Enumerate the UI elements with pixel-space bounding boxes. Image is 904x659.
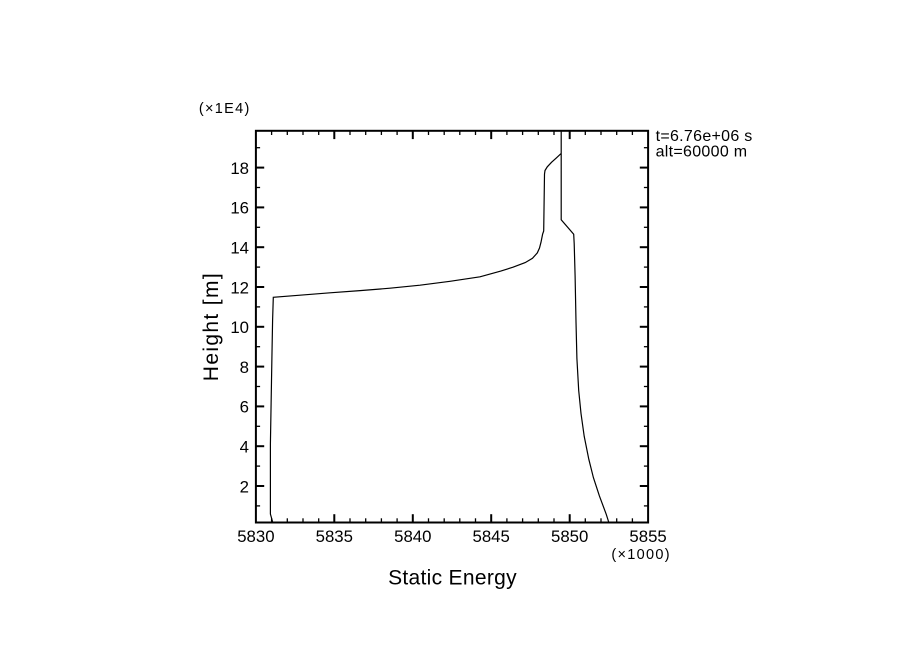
svg-text:12: 12 <box>230 278 249 297</box>
svg-text:5835: 5835 <box>316 527 353 546</box>
svg-text:5855: 5855 <box>629 527 666 546</box>
svg-text:10: 10 <box>230 318 249 337</box>
svg-text:(×1E4): (×1E4) <box>199 101 251 117</box>
svg-text:alt=60000 m: alt=60000 m <box>656 144 748 161</box>
svg-text:t=6.76e+06 s: t=6.76e+06 s <box>656 128 753 145</box>
svg-text:Static Energy: Static Energy <box>388 566 517 589</box>
svg-text:14: 14 <box>230 239 249 258</box>
svg-text:5830: 5830 <box>237 527 274 546</box>
svg-text:5840: 5840 <box>394 527 431 546</box>
svg-text:(×1000): (×1000) <box>611 547 670 563</box>
svg-text:8: 8 <box>240 358 249 377</box>
svg-text:2: 2 <box>240 477 249 496</box>
svg-text:16: 16 <box>230 199 249 218</box>
svg-text:18: 18 <box>230 159 249 178</box>
svg-text:4: 4 <box>240 438 249 457</box>
svg-text:5850: 5850 <box>551 527 588 546</box>
svg-text:6: 6 <box>240 398 249 417</box>
svg-text:5845: 5845 <box>473 527 510 546</box>
svg-text:Height [m]: Height [m] <box>200 272 223 381</box>
